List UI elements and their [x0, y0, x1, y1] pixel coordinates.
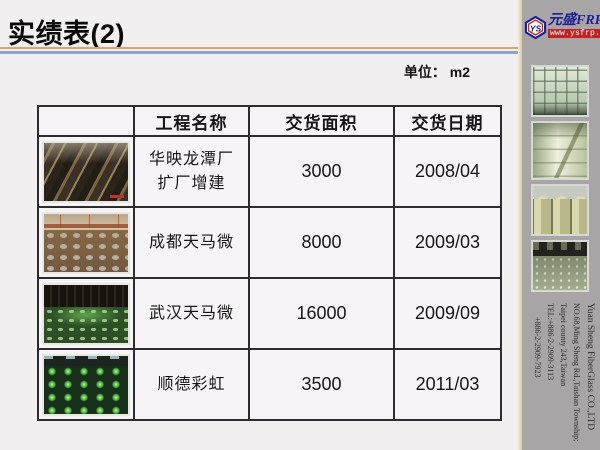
delivery-area-cell: 3000 [248, 135, 395, 208]
table-header-row: 工程名称 交货面积 交货日期 [37, 105, 502, 137]
ys-hexagon-logo-icon: YS [524, 16, 547, 39]
construction-site-formwork-photo [42, 211, 130, 274]
header-project-name: 工程名称 [133, 105, 250, 137]
green-domes-rows-photo [42, 353, 130, 416]
title-rule-blue [0, 51, 518, 54]
address-line: TEL:+886-2-2909-3113 [546, 303, 555, 381]
table-row: 武汉天马微 16000 2009/09 [37, 277, 502, 350]
address-line: NO.68,Ming Sheng Rd.,Taishan Township; [572, 303, 581, 442]
delivery-date-cell: 2011/03 [393, 348, 502, 421]
frp-tank-closeup-photo [531, 121, 589, 180]
crane-silhouette [44, 214, 128, 228]
unit-label: 单位： m2 [403, 64, 470, 80]
page-title: 实绩表(2) [8, 19, 125, 49]
company-logo: YS 元盛FRP www.ysfrp.tw [524, 13, 600, 53]
delivery-area-cell: 3500 [248, 348, 395, 421]
website-banner: www.ysfrp.tw [548, 29, 600, 38]
delivery-area-cell: 16000 [248, 277, 395, 350]
header-photo [37, 105, 135, 137]
sidebar-edge-line [518, 0, 522, 450]
address-line: Yuan Sheng FiberGlass CO.,LTD [585, 303, 595, 431]
steel-truss-factory-photo [42, 140, 130, 203]
slide-canvas: 实绩表(2) 单位： m2 工程名称 交货面积 交货日期 华映龙潭厂 扩厂增建 … [0, 19, 518, 421]
header-delivery-date: 交货日期 [393, 105, 502, 137]
delivery-area-cell: 8000 [248, 206, 395, 279]
delivery-date-cell: 2009/03 [393, 206, 502, 279]
delivery-date-cell: 2009/09 [393, 277, 502, 350]
green-dotted-floor-hall-photo [42, 282, 130, 345]
address-line: Taipei county 243,Taiwan [559, 303, 568, 387]
waffle-slab-ceiling-photo [531, 65, 589, 117]
project-name-cell: 顺德彩虹 [133, 348, 250, 421]
address-line: +886-2-2909-7923 [533, 317, 542, 378]
table-row: 成都天马微 8000 2009/03 [37, 206, 502, 279]
table-row: 华映龙潭厂 扩厂增建 3000 2008/04 [37, 135, 502, 208]
delivery-date-cell: 2008/04 [393, 135, 502, 208]
title-rule-orange [0, 47, 518, 49]
project-name-cell: 成都天马微 [133, 206, 250, 279]
table-row: 顺德彩虹 3500 2011/03 [37, 348, 502, 421]
performance-table: 工程名称 交货面积 交货日期 华映龙潭厂 扩厂增建 3000 2008/04 [37, 105, 502, 421]
photo-date-stamp [110, 194, 124, 198]
project-name-cell: 武汉天马微 [133, 277, 250, 350]
project-name-cell: 华映龙潭厂 扩厂增建 [133, 135, 250, 208]
warehouse-floor-photo [531, 240, 589, 292]
tank-farm-photo [531, 184, 589, 236]
brand-name: 元盛FRP [548, 13, 600, 28]
header-delivery-area: 交货面积 [248, 105, 395, 137]
svg-text:YS: YS [530, 23, 542, 33]
company-address-vertical: Yuan Sheng FiberGlass CO.,LTD NO.68,Ming… [530, 303, 596, 442]
